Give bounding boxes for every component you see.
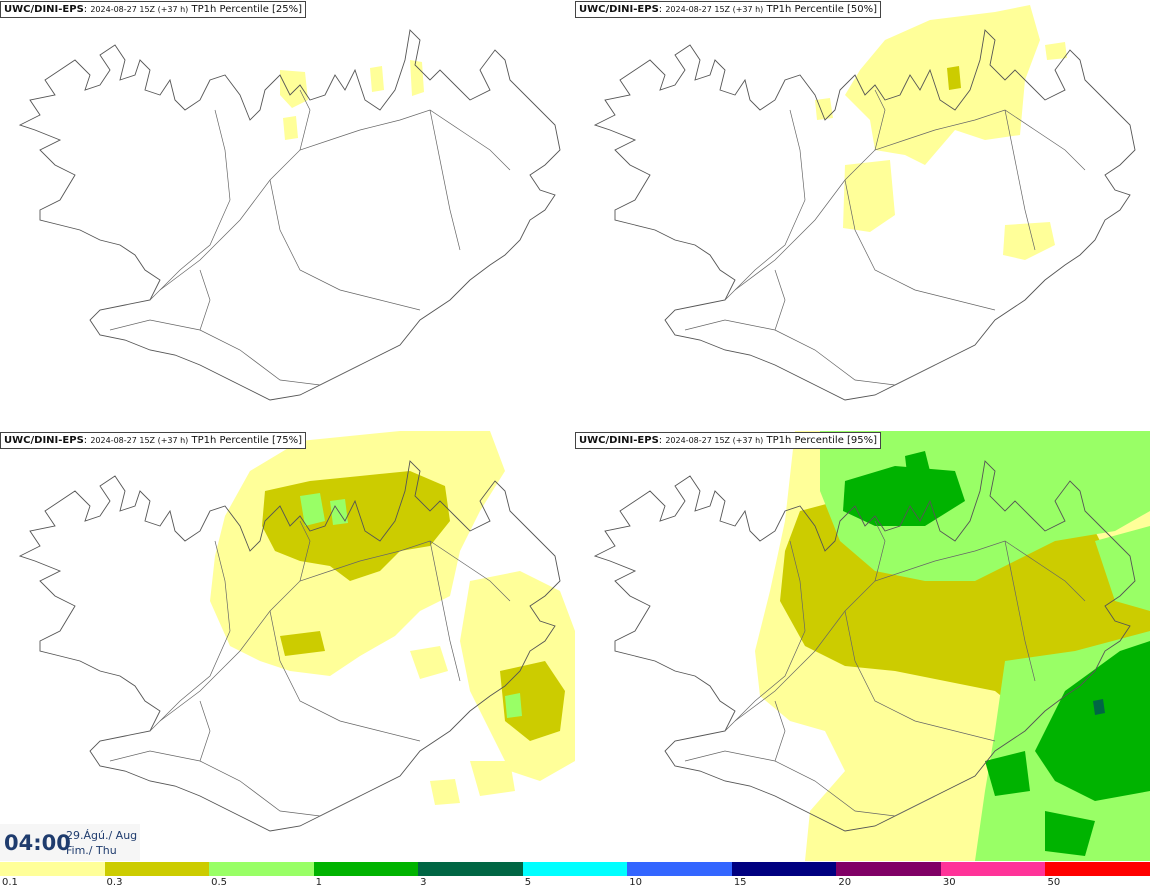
- map-panel-p95: UWC/DINI-EPS: 2024-08-27 15Z (+37 h) TP1…: [575, 431, 1150, 861]
- precip-areas: [1093, 699, 1105, 715]
- road-line: [724, 109, 806, 301]
- precip-areas: [280, 60, 424, 140]
- road-line: [1004, 109, 1036, 251]
- road-line: [429, 540, 461, 682]
- legend-tick-label: 20: [838, 877, 852, 888]
- valid-weekday: Fim./ Thu: [66, 844, 117, 857]
- iceland-outline: [18, 460, 561, 832]
- road-line: [359, 540, 511, 602]
- road-line: [1004, 540, 1036, 682]
- road-line: [149, 540, 231, 732]
- road-line: [684, 750, 936, 817]
- road-line: [149, 109, 231, 301]
- legend-swatch: [627, 862, 732, 876]
- road-line: [684, 319, 936, 386]
- road-line: [429, 109, 461, 251]
- legend-swatch: [418, 862, 523, 876]
- valid-date: 29.Ágú./ Aug: [66, 829, 138, 842]
- legend-tick-label: 15: [733, 877, 747, 888]
- precip-map: [18, 431, 575, 832]
- road-line: [724, 540, 806, 732]
- road-line: [109, 319, 361, 386]
- legend-swatch: [104, 862, 210, 876]
- legend-swatch: [940, 862, 1046, 876]
- panel-title: UWC/DINI-EPS: 2024-08-27 15Z (+37 h) TP1…: [0, 1, 307, 18]
- legend-swatch: [1045, 862, 1150, 876]
- road-line: [299, 520, 311, 582]
- coastline: [593, 29, 1136, 401]
- map-panel-p25: UWC/DINI-EPS: 2024-08-27 15Z (+37 h) TP1…: [0, 0, 575, 430]
- legend-swatch: [0, 862, 105, 876]
- road-line: [774, 700, 786, 762]
- road-line: [844, 610, 996, 742]
- road-line: [299, 89, 311, 151]
- map-panel-p50: UWC/DINI-EPS: 2024-08-27 15Z (+37 h) TP1…: [575, 0, 1150, 430]
- precip-map: [593, 431, 1150, 861]
- coastline: [18, 29, 561, 401]
- precip-areas: [843, 451, 1150, 856]
- legend-tick-label: 3: [420, 877, 427, 888]
- road-line: [874, 520, 886, 582]
- road-line: [774, 269, 786, 331]
- road-line: [199, 269, 211, 331]
- precip-map: [18, 29, 561, 401]
- panel-title: UWC/DINI-EPS: 2024-08-27 15Z (+37 h) TP1…: [0, 432, 307, 449]
- coastline: [593, 460, 1136, 832]
- legend-swatch: [313, 862, 419, 876]
- road-line: [359, 109, 511, 171]
- legend-tick-label: 1: [315, 877, 322, 888]
- legend-tick-label: 30: [942, 877, 956, 888]
- legend-swatch: [209, 862, 314, 876]
- legend-tick-label: 5: [524, 877, 532, 888]
- iceland-outline: [593, 460, 1136, 832]
- legend-swatch: [731, 862, 837, 876]
- coastline: [18, 460, 561, 832]
- legend-tick-label: 0.1: [2, 877, 18, 888]
- panel-title: UWC/DINI-EPS: 2024-08-27 15Z (+37 h) TP1…: [575, 432, 882, 449]
- iceland-outline: [18, 29, 561, 401]
- valid-hour: 04:00: [4, 831, 71, 855]
- road-line: [269, 610, 421, 742]
- legend-tick-label: 50: [1047, 877, 1061, 888]
- legend-tick-label: 0.3: [106, 877, 123, 888]
- precip-map: [593, 5, 1136, 401]
- panel-title: UWC/DINI-EPS: 2024-08-27 15Z (+37 h) TP1…: [575, 1, 882, 18]
- precip-areas: [815, 5, 1067, 260]
- valid-time-box: 04:00 29.Ágú./ Aug Fim./ Thu: [0, 824, 140, 861]
- road-line: [109, 750, 361, 817]
- road-line: [159, 129, 361, 291]
- legend-tick-label: 0.5: [211, 877, 227, 888]
- road-line: [934, 109, 1086, 171]
- road-line: [269, 179, 421, 311]
- color-legend: [0, 862, 1150, 876]
- legend-swatch: [522, 862, 628, 876]
- road-line: [844, 179, 996, 311]
- road-line: [874, 89, 886, 151]
- iceland-outline: [593, 29, 1136, 401]
- precip-areas: [947, 66, 961, 90]
- legend-swatch: [836, 862, 941, 876]
- map-panel-p75: UWC/DINI-EPS: 2024-08-27 15Z (+37 h) TP1…: [0, 431, 575, 861]
- road-line: [934, 540, 1086, 602]
- road-line: [199, 700, 211, 762]
- legend-ticks: 0.1 0.3 0.5 1 3 5 10 15 20 30 50: [0, 876, 1150, 891]
- legend-tick-label: 10: [629, 877, 642, 888]
